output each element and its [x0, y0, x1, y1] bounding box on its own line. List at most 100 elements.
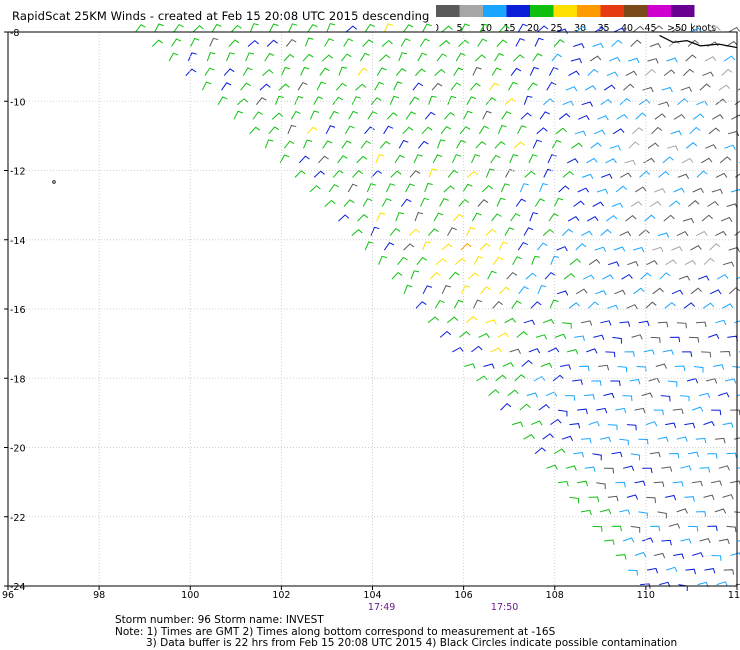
wind-barb: [500, 403, 512, 411]
wind-barb: [589, 55, 602, 62]
wind-barb: [550, 418, 562, 426]
wind-barb: [683, 302, 696, 309]
wind-barb: [168, 52, 179, 62]
wind-barb: [357, 67, 368, 76]
wind-barb: [516, 331, 528, 338]
wind-barb: [616, 113, 628, 120]
wind-barb: [529, 212, 539, 222]
wind-barb: [433, 212, 444, 222]
wind-barb: [348, 110, 358, 120]
wind-barb: [325, 125, 336, 135]
wind-barb: [555, 127, 567, 135]
wind-barb: [378, 255, 388, 265]
lat-label: -10: [10, 97, 26, 108]
wind-barb: [496, 197, 506, 207]
wind-barb: [453, 299, 464, 309]
wind-barb: [625, 70, 638, 77]
wind-barb: [586, 348, 598, 354]
wind-barb: [689, 126, 701, 135]
wind-barb: [459, 331, 471, 338]
wind-barb: [518, 285, 529, 295]
wind-barb: [728, 287, 740, 295]
wind-barb: [515, 198, 527, 207]
wind-barb: [548, 213, 559, 222]
wind-barb: [596, 482, 606, 490]
wind-barb: [642, 467, 653, 474]
wind-barb: [519, 183, 529, 193]
wind-barb: [472, 66, 482, 76]
wind-barb: [713, 364, 725, 370]
wind-barb: [606, 71, 619, 77]
wind-barb: [592, 525, 603, 532]
wind-barb: [573, 451, 585, 458]
wind-barb: [624, 351, 635, 357]
wind-barb: [593, 129, 606, 135]
wind-barb: [703, 420, 715, 427]
wind-barb: [716, 273, 729, 280]
wind-barb: [586, 216, 599, 222]
wind-barb: [600, 98, 612, 106]
wind-barb: [573, 200, 585, 207]
wind-barb: [641, 392, 653, 398]
wind-barb: [341, 140, 352, 149]
wind-barb: [400, 38, 411, 47]
wind-barb: [703, 494, 715, 500]
wind-barb: [403, 24, 414, 33]
wind-barb: [534, 447, 546, 455]
wind-barb: [523, 434, 535, 440]
wind-barb: [636, 366, 647, 372]
wind-barb: [630, 453, 641, 461]
wind-barb: [603, 539, 615, 545]
wind-barb: [657, 232, 670, 238]
java-coastline: [659, 34, 738, 49]
colorbar-swatch: [553, 5, 577, 17]
wind-barb: [351, 229, 363, 236]
wind-barb: [659, 272, 671, 280]
wind-barb: [405, 183, 415, 193]
wind-barb: [517, 23, 528, 33]
wind-barb: [714, 508, 727, 514]
wind-barb: [707, 525, 718, 532]
wind-barb: [718, 392, 730, 398]
wind-barb: [446, 316, 459, 324]
wind-barb: [364, 23, 375, 33]
wind-barb: [650, 336, 661, 343]
wind-barb: [594, 246, 607, 252]
wind-barb: [703, 257, 715, 266]
wind-barb: [506, 271, 518, 280]
wind-barb: [511, 421, 524, 427]
colorbar-swatch: [671, 5, 695, 17]
wind-barb: [579, 365, 590, 372]
lon-label: 110: [637, 590, 655, 601]
wind-barb: [705, 144, 717, 150]
wind-barb: [521, 359, 533, 367]
wind-barb: [462, 183, 473, 193]
wind-barb: [671, 289, 684, 295]
lat-label: -20: [10, 444, 26, 455]
wind-barb: [252, 111, 263, 120]
wind-barb: [187, 52, 197, 62]
wind-barb: [530, 301, 542, 309]
wind-barb: [477, 38, 488, 47]
wind-barb: [511, 300, 522, 309]
wind-barb: [711, 188, 723, 195]
wind-barb: [627, 260, 639, 267]
wind-barb: [562, 170, 574, 178]
pass-time-label: 17:49: [368, 602, 395, 613]
wind-barb: [414, 212, 424, 222]
wind-barb: [657, 321, 669, 328]
lon-label: 106: [455, 590, 473, 601]
wind-barb: [680, 86, 693, 92]
wind-barb: [492, 256, 504, 265]
wind-barb: [661, 539, 672, 546]
wind-barb: [582, 274, 595, 280]
lon-label: 96: [2, 590, 14, 601]
wind-barb: [526, 392, 538, 398]
wind-barb: [403, 284, 413, 294]
colorbar-swatch: [577, 5, 601, 17]
wind-barb: [402, 126, 414, 135]
wind-barb: [638, 229, 650, 236]
wind-barb: [666, 57, 678, 63]
wind-barb: [326, 23, 336, 33]
